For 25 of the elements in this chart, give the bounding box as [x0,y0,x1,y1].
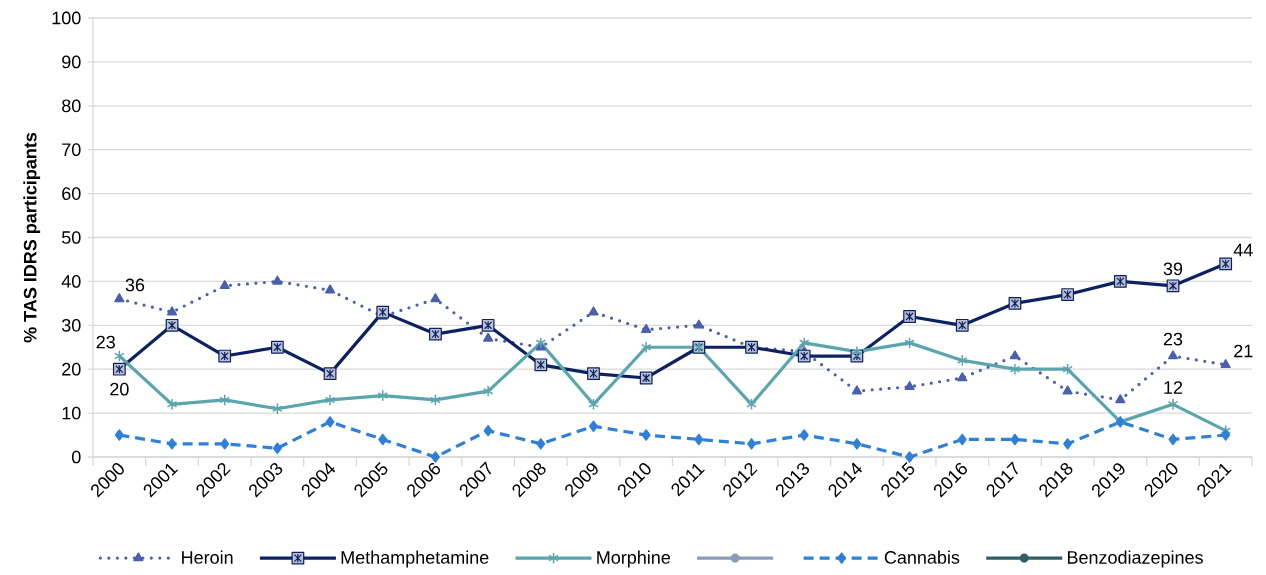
data-label: 23 [96,335,115,349]
y-tick-label: 10 [62,406,81,420]
y-tick-label: 20 [62,362,81,376]
y-tick-label: 30 [61,318,81,332]
data-label: 20 [110,382,129,396]
legend-label: Benzodiazepines [1067,550,1203,568]
data-label: 44 [1233,243,1253,257]
y-tick-label: 50 [61,231,81,244]
data-label: 39 [1163,262,1183,276]
y-tick-label: 80 [62,99,81,113]
y-axis-title: % TAS IDRS participants [23,132,41,343]
data-label: 12 [1164,381,1183,394]
y-tick-label: 60 [62,187,81,200]
y-tick-label: 70 [62,143,81,157]
y-tick-label: 100 [52,11,81,25]
data-label: 21 [1234,344,1253,358]
y-tick-label: 0 [71,450,81,464]
legend-label: Methamphetamine [341,550,489,568]
legend-label: Morphine [597,550,671,568]
data-label: 23 [1163,332,1183,346]
data-label: 36 [125,278,145,292]
y-tick-label: 90 [62,55,81,69]
y-tick-label: 40 [61,275,81,288]
legend-label: Cannabis [884,550,960,564]
legend-label: Heroin [182,550,233,564]
